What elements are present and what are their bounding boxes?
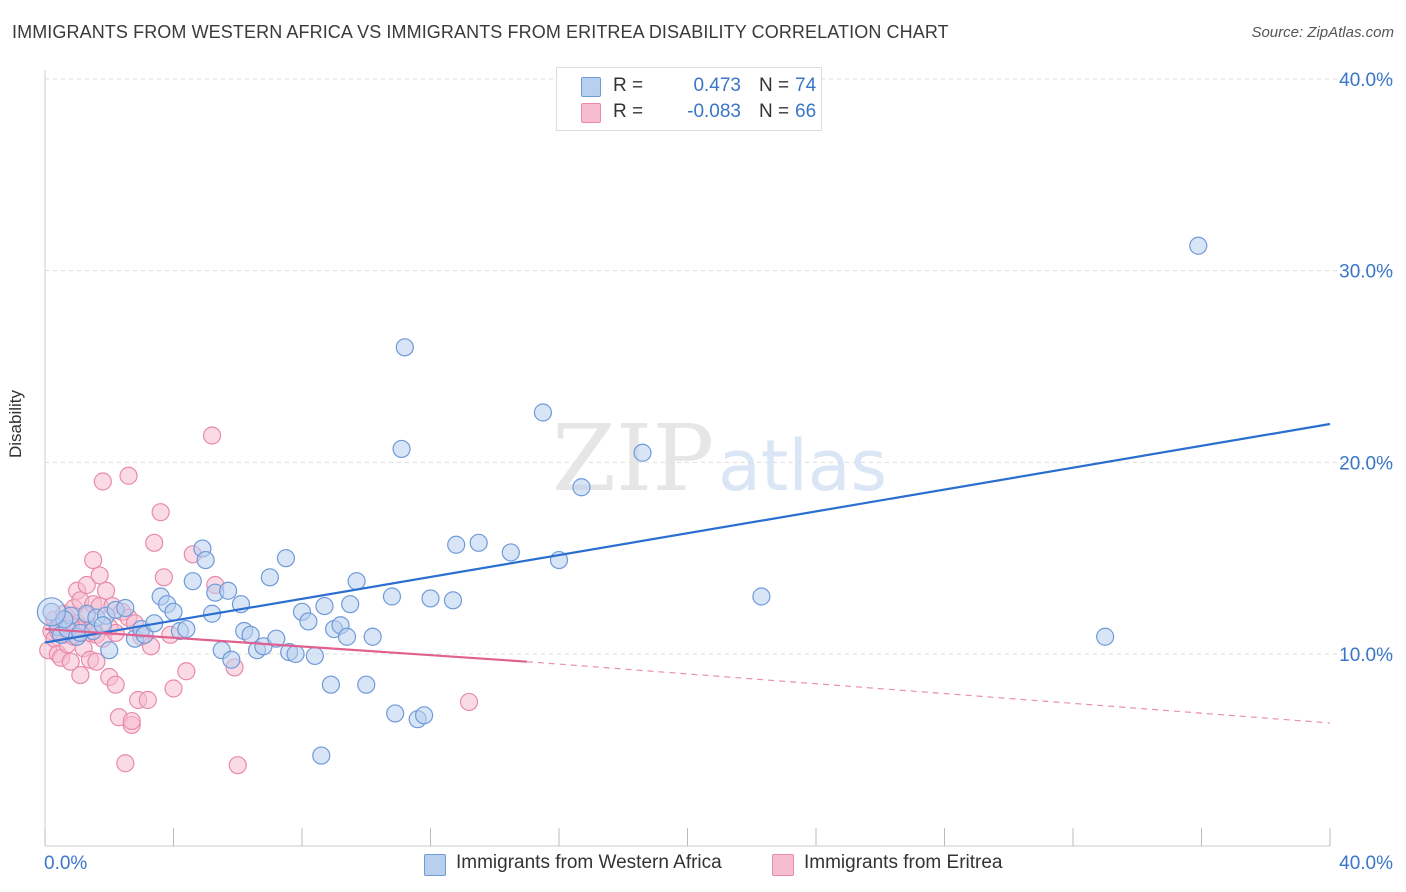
data-point-eritrea xyxy=(71,665,90,685)
data-point-western-africa xyxy=(752,587,771,606)
data-point-eritrea xyxy=(138,690,157,710)
data-point-western-africa xyxy=(469,533,488,552)
data-point-western-africa xyxy=(305,646,324,666)
data-point-western-africa xyxy=(447,535,466,554)
data-point-eritrea xyxy=(151,503,170,522)
data-point-western-africa xyxy=(299,612,318,631)
data-point-western-africa xyxy=(196,550,215,570)
data-point-eritrea xyxy=(164,679,183,698)
data-point-eritrea xyxy=(84,550,103,570)
data-point-western-africa xyxy=(315,596,334,616)
watermark-atlas: atlas xyxy=(718,425,887,507)
source-label: Source: ZipAtlas.com xyxy=(1251,24,1394,41)
y-axis-label: Disability xyxy=(6,389,25,458)
legend-r-value: -0.083 xyxy=(687,101,741,122)
data-point-eritrea xyxy=(116,754,135,773)
x-tick-label: 0.0% xyxy=(44,853,87,874)
legend-swatch-pink xyxy=(581,103,601,123)
data-point-western-africa xyxy=(183,572,202,591)
legend-r-label: R = xyxy=(613,101,644,122)
data-point-eritrea xyxy=(122,711,141,731)
x-tick-label: 40.0% xyxy=(1339,853,1393,874)
legend-n-label: N = xyxy=(759,101,790,122)
data-point-eritrea xyxy=(202,426,222,445)
data-point-western-africa xyxy=(341,595,360,614)
bottom-legend-label: Immigrants from Western Africa xyxy=(456,852,722,873)
trend-line-eritrea-extension xyxy=(526,661,1331,724)
data-point-western-africa xyxy=(421,589,440,608)
data-point-western-africa xyxy=(116,598,135,618)
y-tick-label: 20.0% xyxy=(1339,453,1393,474)
data-point-eritrea xyxy=(459,692,479,712)
data-point-western-africa xyxy=(363,627,382,646)
data-point-western-africa xyxy=(357,675,376,694)
data-point-eritrea xyxy=(77,575,96,595)
data-point-eritrea xyxy=(119,466,138,485)
data-point-western-africa xyxy=(347,572,366,591)
data-point-western-africa xyxy=(276,549,296,568)
legend-n-value: 74 xyxy=(795,75,817,96)
data-point-eritrea xyxy=(106,675,125,694)
data-point-western-africa xyxy=(443,591,463,610)
y-tick-label: 10.0% xyxy=(1339,645,1393,666)
data-point-western-africa xyxy=(164,602,183,621)
data-point-western-africa xyxy=(337,627,357,646)
y-tick-label: 30.0% xyxy=(1339,262,1393,283)
axes xyxy=(44,70,1331,847)
data-point-eritrea xyxy=(61,652,80,671)
data-point-western-africa xyxy=(533,403,553,422)
trend-lines xyxy=(44,422,1331,724)
data-point-western-africa xyxy=(414,706,434,725)
legend-swatch-blue xyxy=(581,77,601,97)
watermark: ZIP atlas xyxy=(552,405,887,512)
data-point-eritrea xyxy=(228,756,247,775)
bottom-legend-swatch-pink xyxy=(772,854,794,876)
y-tick-label: 40.0% xyxy=(1339,70,1393,91)
tick-labels: 10.0% 20.0% 30.0% 40.0% 0.0% 40.0% xyxy=(44,70,1393,874)
data-point-western-africa xyxy=(222,650,241,669)
data-point-western-africa xyxy=(286,644,305,664)
legend-n-label: N = xyxy=(759,75,790,96)
legend: R = 0.473 N = 74 R = -0.083 N = 66 xyxy=(556,67,822,131)
watermark-zip: ZIP xyxy=(552,405,714,512)
data-point-western-africa xyxy=(100,641,119,660)
data-point-western-africa xyxy=(1189,236,1208,255)
bottom-legend-label: Immigrants from Eritrea xyxy=(804,852,1003,873)
data-point-eritrea xyxy=(96,581,116,600)
trend-line-eritrea xyxy=(44,627,527,663)
data-point-western-africa xyxy=(267,629,286,648)
data-point-eritrea xyxy=(145,533,164,552)
data-point-western-africa xyxy=(219,581,238,600)
legend-r-label: R = xyxy=(613,75,644,96)
trend-line-western-africa xyxy=(44,422,1331,644)
data-point-western-africa xyxy=(55,610,74,629)
data-point-eritrea xyxy=(177,662,196,681)
legend-r-value: 0.473 xyxy=(693,75,741,96)
grid-lines xyxy=(45,78,1394,655)
data-point-western-africa xyxy=(633,443,652,462)
data-point-eritrea xyxy=(154,568,173,587)
data-point-western-africa xyxy=(501,543,520,562)
chart-title: IMMIGRANTS FROM WESTERN AFRICA VS IMMIGR… xyxy=(12,22,949,42)
data-point-eritrea xyxy=(93,472,112,491)
data-point-western-africa xyxy=(36,597,67,627)
data-point-western-africa xyxy=(312,746,331,765)
data-point-eritrea xyxy=(90,566,109,585)
data-point-western-africa xyxy=(382,587,402,606)
data-point-western-africa xyxy=(177,619,196,639)
data-point-western-africa xyxy=(386,704,405,723)
legend-n-value: 66 xyxy=(795,101,817,122)
data-point-western-africa xyxy=(572,478,591,497)
bottom-legend-swatch-blue xyxy=(424,854,446,876)
data-point-western-africa xyxy=(392,439,411,459)
data-point-western-africa xyxy=(321,675,341,694)
data-point-western-africa xyxy=(395,338,414,357)
data-point-western-africa xyxy=(1096,627,1115,646)
data-point-western-africa xyxy=(260,568,279,587)
data-point-eritrea xyxy=(87,652,106,671)
